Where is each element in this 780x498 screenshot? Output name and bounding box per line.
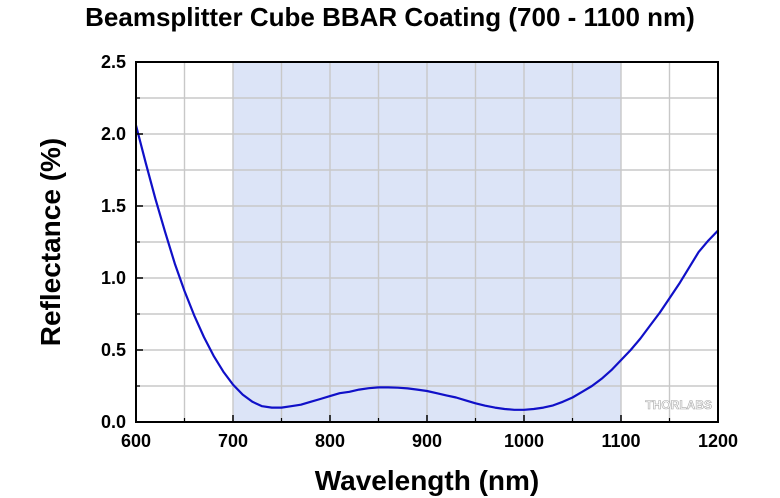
x-tick-label: 1200 [698,431,738,451]
grid-layer [136,62,718,422]
chart-title: Beamsplitter Cube BBAR Coating (700 - 11… [85,2,695,32]
x-tick-label: 700 [218,431,248,451]
x-tick-label: 1000 [504,431,544,451]
y-tick-label: 2.0 [101,124,126,144]
tick-layer: 600 700 800 900 1000 1100 1200 0.0 0.5 1.0 1.5 2.0 2… [101,52,738,451]
series-layer [136,125,718,411]
x-axis-label: Wavelength (nm) [315,465,540,496]
watermark-layer: THORLABS [645,398,712,413]
x-tick-label: 800 [315,431,345,451]
y-tick-label: 1.0 [101,268,126,288]
x-tick-label: 1100 [601,431,640,451]
thorlabs-watermark: THORLABS [645,398,712,412]
y-tick-label: 0.0 [101,412,126,432]
reflectance-series-line [136,125,718,411]
x-tick-label: 900 [412,431,442,451]
y-tick-label: 2.5 [101,52,126,72]
y-axis-label: Reflectance (%) [35,138,66,347]
x-tick-label: 600 [121,431,151,451]
y-tick-label: 1.5 [101,196,126,216]
y-tick-label: 0.5 [101,340,126,360]
